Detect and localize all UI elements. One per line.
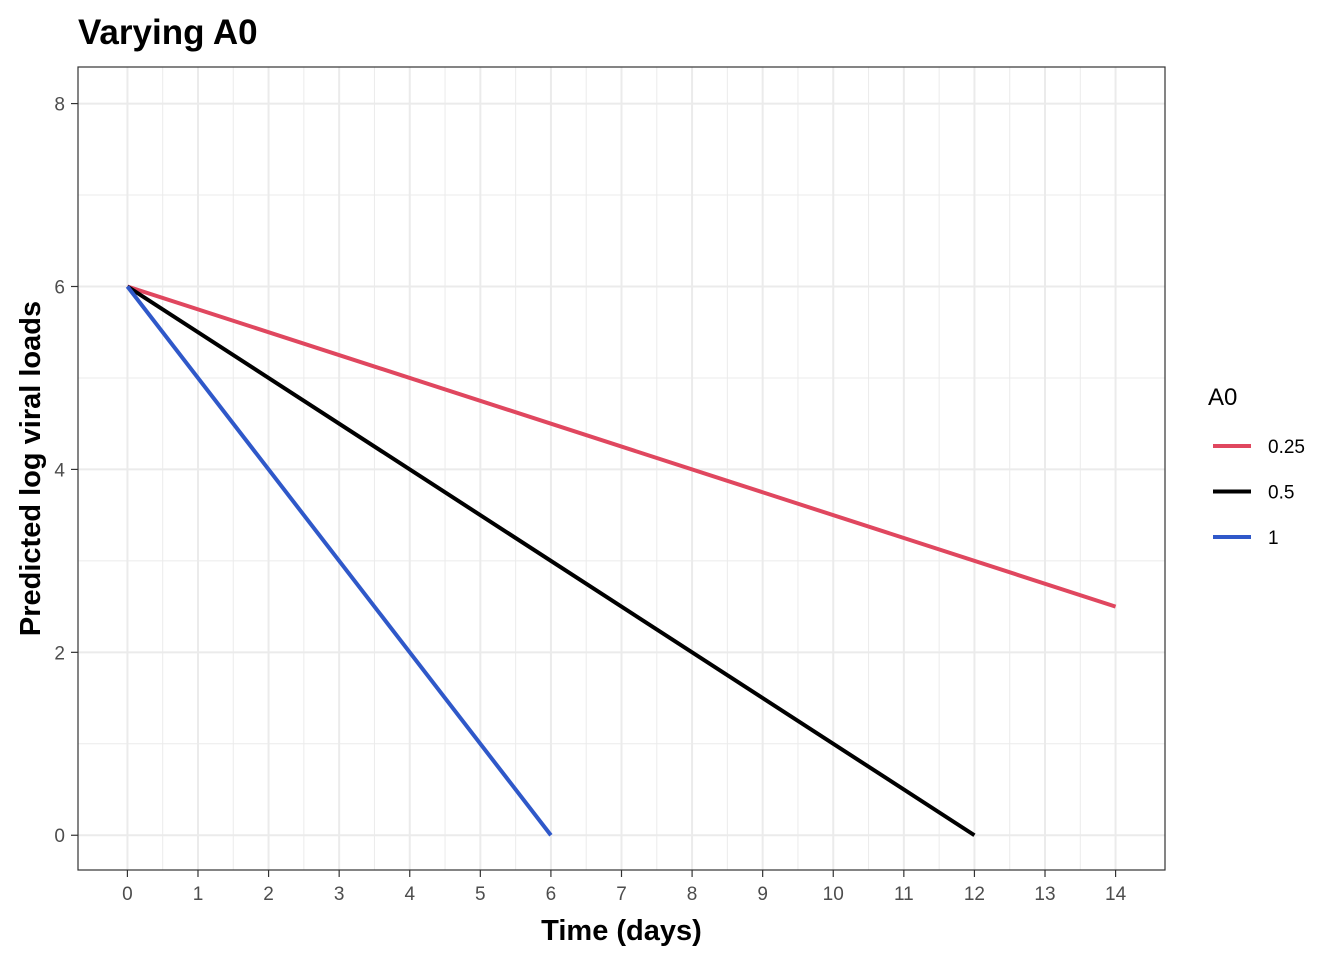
y-tick-label: 6 [54,277,65,298]
x-tick-label: 3 [334,884,345,905]
legend-label: 0.25 [1268,437,1305,458]
x-tick-label: 5 [475,884,486,905]
series-line-1 [125,285,553,837]
series-lines [125,284,1117,837]
y-tick-label: 4 [54,460,65,481]
x-tick-label: 0 [122,884,133,905]
x-tick-label: 2 [263,884,274,905]
x-tick-label: 12 [964,884,985,905]
x-axis-title: Time (days) [541,915,702,947]
grid-lines [78,67,1165,870]
legend-label: 0.5 [1268,483,1294,504]
series-line-0-5 [126,284,976,837]
series-line-0-25 [126,284,1117,609]
legend-label: 1 [1268,528,1279,549]
y-tick-label: 2 [54,643,65,664]
x-tick-label: 1 [193,884,204,905]
x-tick-label: 14 [1105,884,1127,905]
x-tick-label: 11 [894,884,914,905]
x-tick-label: 7 [616,884,627,905]
x-tick-label: 9 [757,884,768,905]
x-tick-label: 8 [687,884,698,905]
y-tick-label: 0 [54,826,65,847]
y-tick-label: 8 [54,95,65,116]
x-tick-label: 10 [823,884,844,905]
chart-title: Varying A0 [78,13,258,52]
legend-title: A0 [1208,384,1237,411]
x-tick-label: 13 [1034,884,1055,905]
x-tick-label: 4 [404,884,415,905]
y-axis-title: Predicted log viral loads [15,301,47,636]
x-tick-label: 6 [546,884,557,905]
legend: A0 0.25 0.5 1 [1208,384,1305,549]
